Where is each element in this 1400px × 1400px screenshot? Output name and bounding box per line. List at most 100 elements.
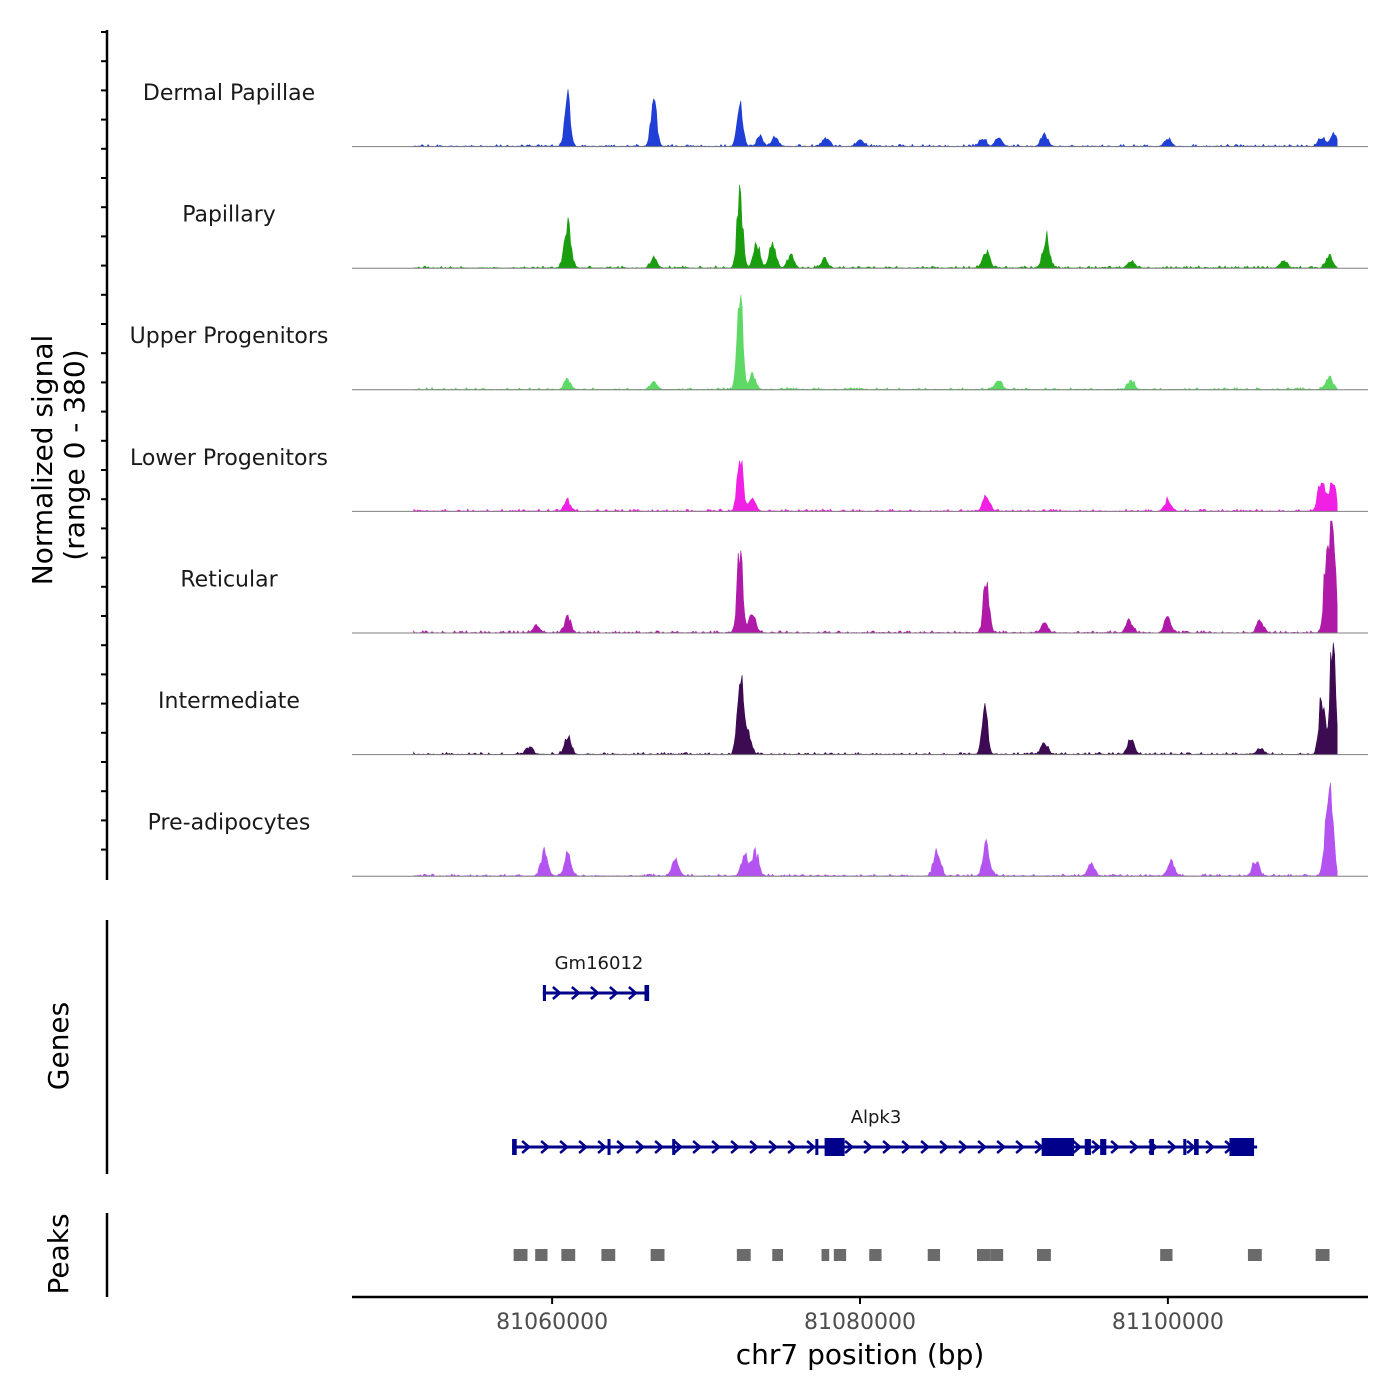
gene-strand-arrow: [1072, 1140, 1083, 1154]
gene-strand-arrow: [711, 1140, 722, 1154]
coverage-track-label: Pre-adipocytes: [148, 811, 311, 836]
gene-strand-arrow: [1091, 1140, 1102, 1154]
gene-exon: [1183, 1139, 1187, 1155]
gene-strand-arrow: [996, 1140, 1007, 1154]
peak-region: [535, 1249, 548, 1261]
coverage-panel: Dermal Papillae Papillary Upper Progenitor…: [101, 30, 1368, 880]
genes-panel: Gm16012 Alpk3: [105, 920, 1258, 1174]
coverage-track: Dermal Papillae: [143, 81, 1368, 148]
coverage-track: Papillary: [182, 184, 1368, 269]
coverage-signal-area: [413, 782, 1338, 877]
coverage-signal-area: [413, 89, 1338, 148]
gene-exon: [824, 1138, 845, 1156]
peak-region: [869, 1249, 882, 1261]
coverage-track: Intermediate: [158, 642, 1368, 756]
coverage-signal-area: [413, 294, 1338, 391]
coverage-track: Pre-adipocytes: [148, 782, 1368, 877]
gene-label: Gm16012: [555, 953, 644, 974]
coverage-signal-area: [413, 520, 1338, 634]
peak-region: [650, 1249, 665, 1261]
gene-exon: [1084, 1139, 1091, 1155]
x-axis-tick-label: 81060000: [496, 1310, 608, 1335]
peaks-panel: [105, 1213, 1330, 1297]
peak-region: [821, 1249, 830, 1261]
x-axis-tick-label: 81100000: [1112, 1310, 1224, 1335]
gene-strand-arrow: [1205, 1140, 1216, 1154]
coverage-signal-area: [413, 642, 1338, 756]
gene-strand-arrow: [939, 1140, 950, 1154]
coverage-y-axis-title-line1: Normalized signal: [26, 335, 59, 586]
peak-region: [990, 1249, 1004, 1261]
coverage-signal-area: [413, 460, 1338, 512]
gene-exon: [607, 1139, 611, 1155]
peak-region: [1160, 1249, 1173, 1261]
peak-region: [513, 1249, 528, 1261]
gene-strand-arrow: [1015, 1140, 1026, 1154]
gene-strand-arrow: [844, 1140, 855, 1154]
gene-exon: [672, 1139, 676, 1155]
coverage-track-label: Dermal Papillae: [143, 81, 315, 106]
coverage-track-label: Upper Progenitors: [130, 324, 329, 349]
gene-strand-arrow: [590, 986, 600, 1000]
peaks-y-axis-title: Peaks: [42, 1213, 75, 1294]
coverage-signal-area: [413, 184, 1338, 269]
coverage-track-label: Reticular: [180, 567, 278, 592]
coverage-y-axis-title-line2: (range 0 - 380): [58, 349, 91, 560]
gene-strand-arrow: [654, 1140, 665, 1154]
peak-region: [772, 1249, 784, 1261]
gene-strand-arrow: [609, 986, 619, 1000]
gene-strand-arrow: [597, 1140, 608, 1154]
gene-strand-arrow: [730, 1140, 741, 1154]
gene-strand-arrow: [673, 1140, 684, 1154]
gene-strand-arrow: [977, 1140, 988, 1154]
gene-strand-arrow: [787, 1140, 798, 1154]
gene-strand-arrow: [1129, 1140, 1140, 1154]
x-axis-tick-label: 81080000: [804, 1310, 916, 1335]
peak-region: [561, 1249, 576, 1261]
gene-strand-arrow: [1167, 1140, 1178, 1154]
gene-exon: [1041, 1138, 1074, 1156]
peak-region: [601, 1249, 616, 1261]
gene-strand-arrow: [540, 1140, 551, 1154]
gene-exon: [1229, 1138, 1255, 1156]
peak-region: [976, 1249, 991, 1261]
gene-strand-arrow: [882, 1140, 893, 1154]
gene-strand-arrow: [552, 986, 562, 1000]
gene-exon: [542, 985, 546, 1001]
gene-strand-arrow: [958, 1140, 969, 1154]
gene-exon: [815, 1139, 819, 1155]
gene-strand-arrow: [628, 986, 638, 1000]
gene-model: Gm16012: [542, 953, 650, 1001]
gene-exon: [512, 1139, 517, 1155]
gene-strand-arrow: [806, 1140, 817, 1154]
gene-strand-arrow: [863, 1140, 874, 1154]
gene-exon: [1194, 1139, 1199, 1155]
peak-region: [1315, 1249, 1330, 1261]
coverage-track: Reticular: [180, 520, 1368, 634]
gene-strand-arrow: [1110, 1140, 1121, 1154]
peak-region: [927, 1249, 941, 1261]
coverage-track: Lower Progenitors: [130, 446, 1368, 512]
gene-strand-arrow: [571, 986, 581, 1000]
gene-label: Alpk3: [851, 1107, 902, 1128]
x-axis-title: chr7 position (bp): [736, 1338, 985, 1371]
gene-strand-arrow: [616, 1140, 627, 1154]
coverage-track-label: Lower Progenitors: [130, 446, 328, 471]
gene-strand-arrow: [692, 1140, 703, 1154]
gene-strand-arrow: [635, 1140, 646, 1154]
peak-region: [736, 1249, 751, 1261]
coverage-track-label: Intermediate: [158, 689, 300, 714]
x-axis: 81060000 81080000 81100000: [352, 1295, 1368, 1335]
gene-strand-arrow: [749, 1140, 760, 1154]
gene-exon: [1149, 1139, 1155, 1155]
gene-strand-arrow: [920, 1140, 931, 1154]
gene-exon: [1100, 1139, 1107, 1155]
coverage-track-label: Papillary: [182, 203, 276, 228]
peak-region: [1247, 1249, 1262, 1261]
gene-strand-arrow: [768, 1140, 779, 1154]
gene-strand-arrow: [559, 1140, 570, 1154]
gene-strand-arrow: [901, 1140, 912, 1154]
peak-region: [1037, 1249, 1051, 1261]
gene-strand-arrow: [521, 1140, 532, 1154]
